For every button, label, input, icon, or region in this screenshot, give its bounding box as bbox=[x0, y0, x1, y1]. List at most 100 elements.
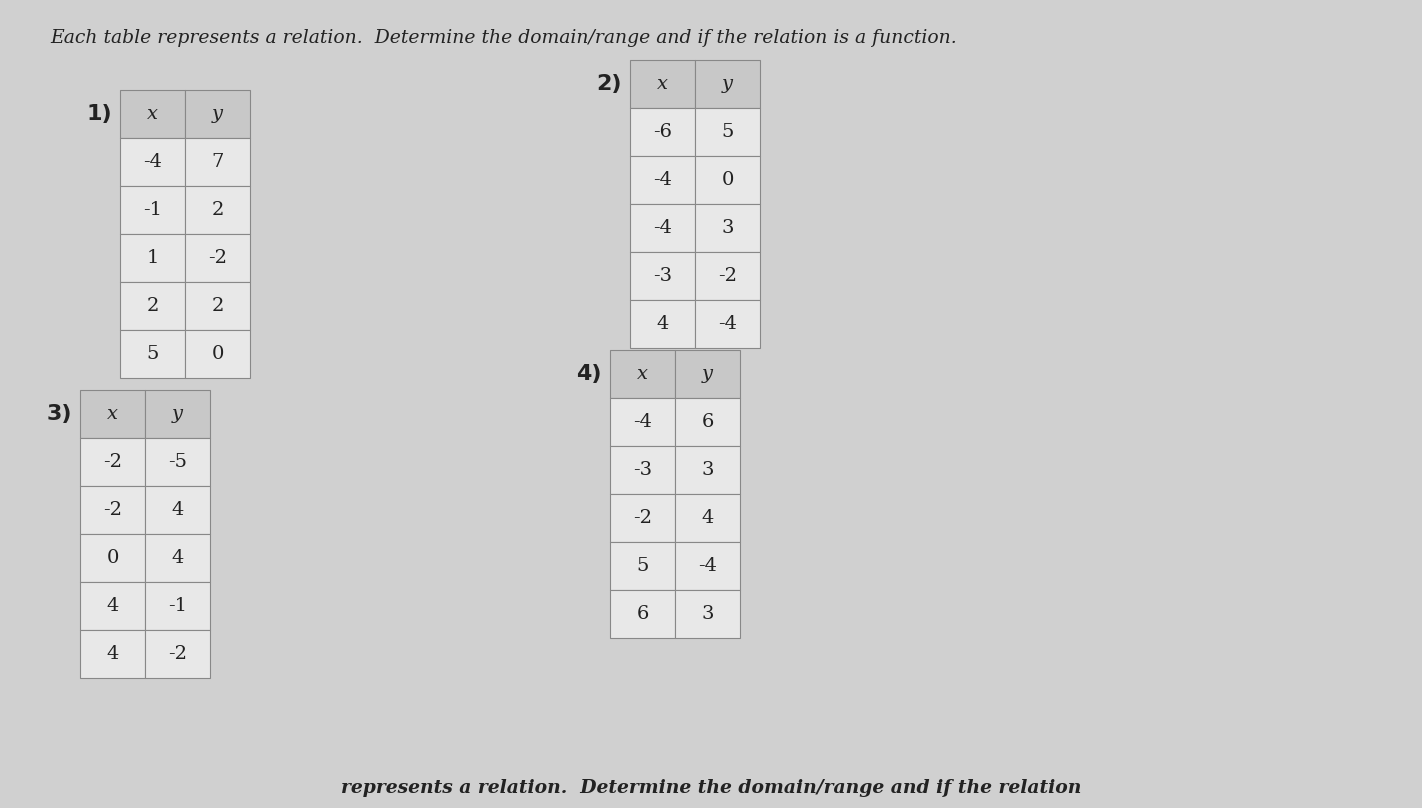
Text: 1: 1 bbox=[146, 249, 159, 267]
Text: 3: 3 bbox=[721, 219, 734, 237]
Text: 4: 4 bbox=[171, 501, 183, 519]
Bar bbox=[80, 630, 145, 678]
Text: 2: 2 bbox=[212, 201, 223, 219]
Bar bbox=[630, 60, 695, 108]
Bar bbox=[695, 300, 759, 348]
Bar bbox=[145, 438, 210, 486]
Text: -5: -5 bbox=[168, 453, 188, 471]
Text: 4: 4 bbox=[701, 509, 714, 527]
Bar bbox=[675, 398, 739, 446]
Bar bbox=[695, 252, 759, 300]
Bar bbox=[80, 486, 145, 534]
Bar bbox=[630, 156, 695, 204]
Text: 2: 2 bbox=[146, 297, 159, 315]
Bar bbox=[675, 494, 739, 542]
Bar bbox=[675, 350, 739, 398]
Text: -2: -2 bbox=[633, 509, 653, 527]
Bar bbox=[610, 542, 675, 590]
Text: -3: -3 bbox=[653, 267, 673, 285]
Bar bbox=[119, 234, 185, 282]
Text: 0: 0 bbox=[721, 171, 734, 189]
Bar bbox=[675, 590, 739, 638]
Bar bbox=[695, 204, 759, 252]
Text: 4: 4 bbox=[107, 645, 118, 663]
Text: x: x bbox=[637, 365, 648, 383]
Text: 2: 2 bbox=[212, 297, 223, 315]
Bar bbox=[185, 282, 250, 330]
Bar bbox=[695, 108, 759, 156]
Text: -2: -2 bbox=[718, 267, 737, 285]
Bar bbox=[80, 534, 145, 582]
Text: 5: 5 bbox=[146, 345, 159, 363]
Bar bbox=[119, 90, 185, 138]
Bar bbox=[80, 582, 145, 630]
Bar bbox=[630, 108, 695, 156]
Bar bbox=[185, 234, 250, 282]
Bar bbox=[630, 252, 695, 300]
Text: -2: -2 bbox=[102, 453, 122, 471]
Text: -2: -2 bbox=[102, 501, 122, 519]
Bar bbox=[80, 438, 145, 486]
Text: -4: -4 bbox=[653, 219, 673, 237]
Text: 4: 4 bbox=[107, 597, 118, 615]
Text: 0: 0 bbox=[212, 345, 223, 363]
Text: x: x bbox=[657, 75, 668, 93]
Text: 3): 3) bbox=[47, 404, 73, 424]
Text: 5: 5 bbox=[636, 557, 648, 575]
Text: -1: -1 bbox=[168, 597, 188, 615]
Text: -4: -4 bbox=[144, 153, 162, 171]
Bar bbox=[185, 330, 250, 378]
Bar bbox=[695, 156, 759, 204]
Text: -2: -2 bbox=[208, 249, 228, 267]
Text: -6: -6 bbox=[653, 123, 673, 141]
Bar bbox=[610, 446, 675, 494]
Bar bbox=[610, 350, 675, 398]
Text: y: y bbox=[172, 405, 183, 423]
Bar bbox=[610, 590, 675, 638]
Bar bbox=[675, 542, 739, 590]
Text: 3: 3 bbox=[701, 605, 714, 623]
Text: -4: -4 bbox=[698, 557, 717, 575]
Bar bbox=[675, 446, 739, 494]
Bar bbox=[119, 186, 185, 234]
Text: y: y bbox=[212, 105, 223, 123]
Text: Each table represents a relation.  Determine the domain/range and if the relatio: Each table represents a relation. Determ… bbox=[50, 29, 957, 47]
Bar bbox=[145, 582, 210, 630]
Bar bbox=[80, 390, 145, 438]
Text: 5: 5 bbox=[721, 123, 734, 141]
Text: x: x bbox=[107, 405, 118, 423]
Bar bbox=[145, 390, 210, 438]
Text: -4: -4 bbox=[718, 315, 737, 333]
Bar bbox=[185, 138, 250, 186]
Bar bbox=[610, 398, 675, 446]
Bar bbox=[119, 282, 185, 330]
Text: -4: -4 bbox=[633, 413, 653, 431]
Bar bbox=[145, 486, 210, 534]
Bar bbox=[119, 330, 185, 378]
Text: -3: -3 bbox=[633, 461, 653, 479]
Text: represents a relation.  Determine the domain/range and if the relation: represents a relation. Determine the dom… bbox=[341, 779, 1081, 797]
Text: 7: 7 bbox=[212, 153, 223, 171]
Text: y: y bbox=[722, 75, 732, 93]
Text: 0: 0 bbox=[107, 549, 118, 567]
Bar bbox=[610, 494, 675, 542]
Text: 4): 4) bbox=[576, 364, 602, 384]
Bar bbox=[630, 300, 695, 348]
Bar bbox=[185, 186, 250, 234]
Text: 6: 6 bbox=[701, 413, 714, 431]
Bar bbox=[119, 138, 185, 186]
Bar bbox=[145, 534, 210, 582]
Text: 6: 6 bbox=[636, 605, 648, 623]
Text: -1: -1 bbox=[144, 201, 162, 219]
Text: y: y bbox=[702, 365, 712, 383]
Text: 3: 3 bbox=[701, 461, 714, 479]
Text: 2): 2) bbox=[596, 74, 621, 94]
Bar bbox=[185, 90, 250, 138]
Text: 1): 1) bbox=[87, 104, 112, 124]
Text: 4: 4 bbox=[657, 315, 668, 333]
Bar bbox=[145, 630, 210, 678]
Text: x: x bbox=[146, 105, 158, 123]
Text: -2: -2 bbox=[168, 645, 188, 663]
Text: -4: -4 bbox=[653, 171, 673, 189]
Bar bbox=[695, 60, 759, 108]
